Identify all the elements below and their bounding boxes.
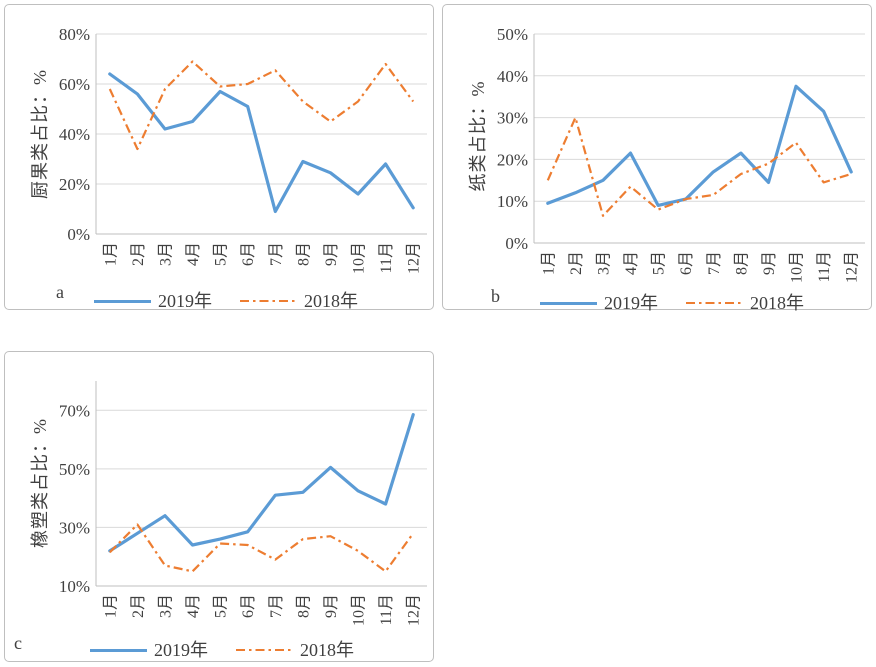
y-tick-label: 40% (59, 125, 90, 144)
legend-line-sample-2019 (94, 299, 151, 303)
series-line-2018 (109, 523, 415, 573)
x-tick-label: 10月 (351, 242, 368, 274)
plot-area-a: 0% 20% 40% 60% 80% 1月 2月 3月 4月 5月 6月 7月 8月 9月 10月 11月 12… (59, 25, 427, 274)
series-line-2018 (546, 116, 852, 217)
y-tick-label: 50% (497, 25, 528, 44)
x-tick-label: 9月 (323, 594, 340, 618)
plot-area-c: 10% 30% 50% 70% 1月 2月 3月 4月 5月 6月 7月 8月 9月 10月 11月 12月 (59, 381, 427, 626)
x-tick-label: 3月 (595, 251, 612, 275)
panel-letter-a: a (56, 282, 64, 302)
legend-line-sample-2018 (686, 301, 743, 305)
legend-label-2019: 2019年 (604, 293, 658, 313)
x-tick-label: 12月 (844, 251, 861, 283)
x-tick-label: 5月 (213, 242, 230, 266)
y-tick-label: 60% (59, 75, 90, 94)
x-tick-label: 6月 (678, 251, 695, 275)
y-tick-label: 80% (59, 25, 90, 44)
legend-label-2019: 2019年 (158, 291, 212, 311)
y-axis-title-b: 纸类占比：% (468, 80, 488, 192)
y-tick-label: 0% (67, 225, 90, 244)
y-tick-label: 30% (59, 518, 90, 537)
x-tick-label: 7月 (706, 251, 723, 275)
chart-panel-a: 0% 20% 40% 60% 80% 1月 2月 3月 4月 5月 6月 7月 8月 9月 10月 11月 12… (4, 4, 434, 310)
y-tick-label: 30% (497, 109, 528, 128)
y-tick-label: 10% (59, 577, 90, 596)
legend-line-sample-2019 (540, 301, 597, 305)
series-line-2019 (108, 413, 415, 553)
x-tick-label: 11月 (378, 594, 395, 625)
x-tick-label: 1月 (102, 594, 119, 618)
panel-letter-b: b (491, 286, 500, 306)
y-tick-label: 0% (505, 234, 528, 253)
series-line-2019 (546, 84, 853, 207)
x-tick-label: 12月 (406, 242, 423, 274)
x-tick-label: 8月 (295, 594, 312, 618)
x-tick-label: 9月 (761, 251, 778, 275)
legend-line-sample-2018 (240, 299, 297, 303)
legend-a: 2019年 2018年 (94, 292, 358, 310)
legend-c: 2019年 2018年 (90, 641, 354, 659)
x-tick-label: 5月 (651, 251, 668, 275)
x-tick-label: 12月 (406, 594, 423, 626)
x-tick-label: 6月 (240, 242, 257, 266)
y-tick-label: 20% (59, 175, 90, 194)
y-tick-label: 40% (497, 67, 528, 86)
plot-area-b: 0% 10% 20% 30% 40% 50% 1月 2月 3月 4月 5月 6月 7月 8月 9月 10月 11… (497, 25, 865, 283)
y-tick-label: 50% (59, 460, 90, 479)
x-tick-label: 11月 (378, 242, 395, 273)
x-tick-label: 2月 (130, 594, 147, 618)
legend-line-sample-2019 (90, 648, 147, 652)
legend-label-2018: 2018年 (300, 640, 354, 660)
x-tick-label: 8月 (295, 242, 312, 266)
x-tick-label: 4月 (185, 242, 202, 266)
legend-label-2018: 2018年 (750, 293, 804, 313)
x-tick-label: 9月 (323, 242, 340, 266)
x-tick-label: 10月 (789, 251, 806, 283)
y-tick-label: 20% (497, 150, 528, 169)
x-tick-label: 3月 (157, 242, 174, 266)
legend-label-2018: 2018年 (304, 291, 358, 311)
legend-label-2019: 2019年 (154, 640, 208, 660)
legend-line-sample-2018 (236, 648, 293, 652)
x-tick-label: 5月 (213, 594, 230, 618)
chart-panel-b: 0% 10% 20% 30% 40% 50% 1月 2月 3月 4月 5月 6月 7月 8月 9月 10月 11… (442, 4, 872, 312)
x-tick-label: 2月 (568, 251, 585, 275)
y-axis-title-a: 厨果类占比：% (30, 69, 50, 199)
x-tick-label: 7月 (268, 594, 285, 618)
panel-letter-c: c (14, 633, 22, 653)
y-axis-title-c: 橡塑类占比：% (30, 418, 50, 548)
legend-b: 2019年 2018年 (540, 294, 804, 312)
x-tick-label: 6月 (240, 594, 257, 618)
series-line-2018 (108, 60, 415, 151)
x-tick-label: 4月 (623, 251, 640, 275)
x-tick-label: 2月 (130, 242, 147, 266)
x-tick-label: 4月 (185, 594, 202, 618)
x-tick-label: 1月 (102, 242, 119, 266)
x-tick-label: 8月 (733, 251, 750, 275)
x-tick-label: 1月 (540, 251, 557, 275)
y-tick-label: 10% (497, 192, 528, 211)
x-tick-label: 10月 (351, 594, 368, 626)
series-line-2019 (108, 72, 415, 214)
x-tick-label: 3月 (157, 594, 174, 618)
x-tick-label: 7月 (268, 242, 285, 266)
x-tick-label: 11月 (816, 251, 833, 282)
y-tick-label: 70% (59, 401, 90, 420)
chart-panel-c: 10% 30% 50% 70% 1月 2月 3月 4月 5月 6月 7月 8月 9月 10月 11月 12月 … (4, 351, 434, 662)
